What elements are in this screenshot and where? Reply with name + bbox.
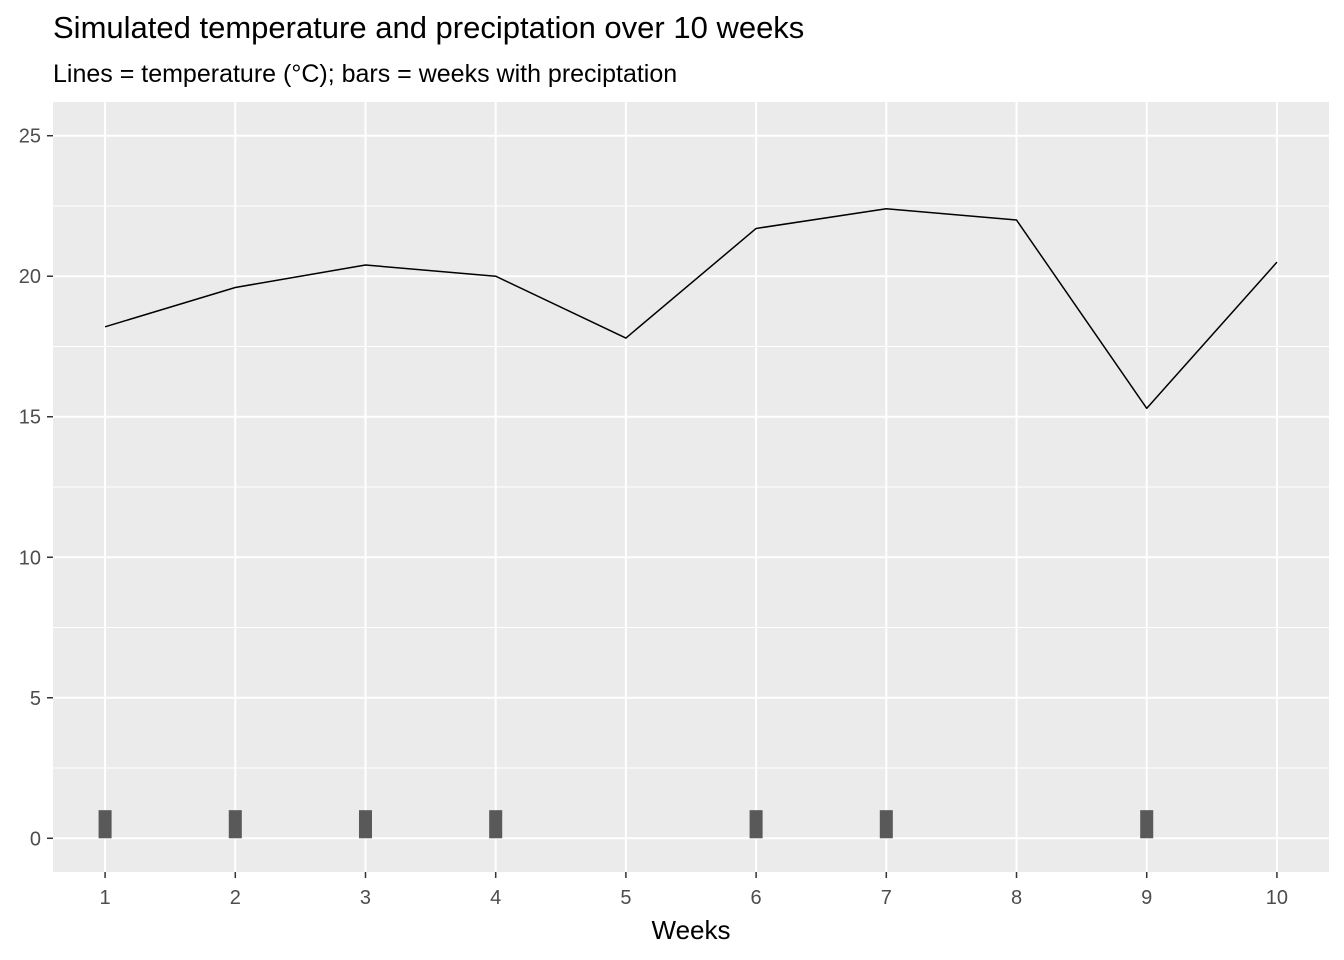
y-tick-label: 0 [30, 828, 41, 850]
x-tick-label: 4 [490, 887, 501, 909]
x-tick-label: 6 [751, 887, 762, 909]
precipitation-bar [358, 810, 372, 839]
grid-major [53, 102, 1329, 872]
y-tick-label: 15 [19, 407, 41, 429]
precipitation-bar [1140, 810, 1154, 839]
precipitation-bar [98, 810, 112, 839]
precipitation-bars [98, 810, 1154, 839]
chart-title: Simulated temperature and preciptation o… [53, 10, 805, 45]
x-tick-label: 9 [1141, 887, 1152, 909]
y-tick-label: 5 [30, 688, 41, 710]
precipitation-bar [489, 810, 503, 839]
precipitation-bar [879, 810, 893, 839]
x-tick-label: 10 [1266, 887, 1288, 909]
x-axis-title: Weeks [652, 915, 731, 945]
x-tick-label: 3 [360, 887, 371, 909]
x-axis: 1 2 3 4 5 6 7 8 9 10 [100, 872, 1288, 909]
x-tick-label: 1 [100, 887, 111, 909]
x-tick-label: 8 [1011, 887, 1022, 909]
y-axis: 0 5 10 15 20 25 [19, 126, 53, 850]
temperature-line-layer [104, 208, 1278, 410]
chart-subtitle: Lines = temperature (°C); bars = weeks w… [53, 60, 678, 88]
grid-minor [53, 205, 1329, 769]
y-tick-label: 20 [19, 266, 41, 288]
x-tick-label: 2 [230, 887, 241, 909]
y-tick-label: 10 [19, 547, 41, 569]
y-tick-label: 25 [19, 126, 41, 148]
temperature-line [104, 208, 1278, 410]
x-tick-label: 7 [881, 887, 892, 909]
precipitation-bar [749, 810, 763, 839]
x-tick-label: 5 [620, 887, 631, 909]
precipitation-bar [228, 810, 242, 839]
